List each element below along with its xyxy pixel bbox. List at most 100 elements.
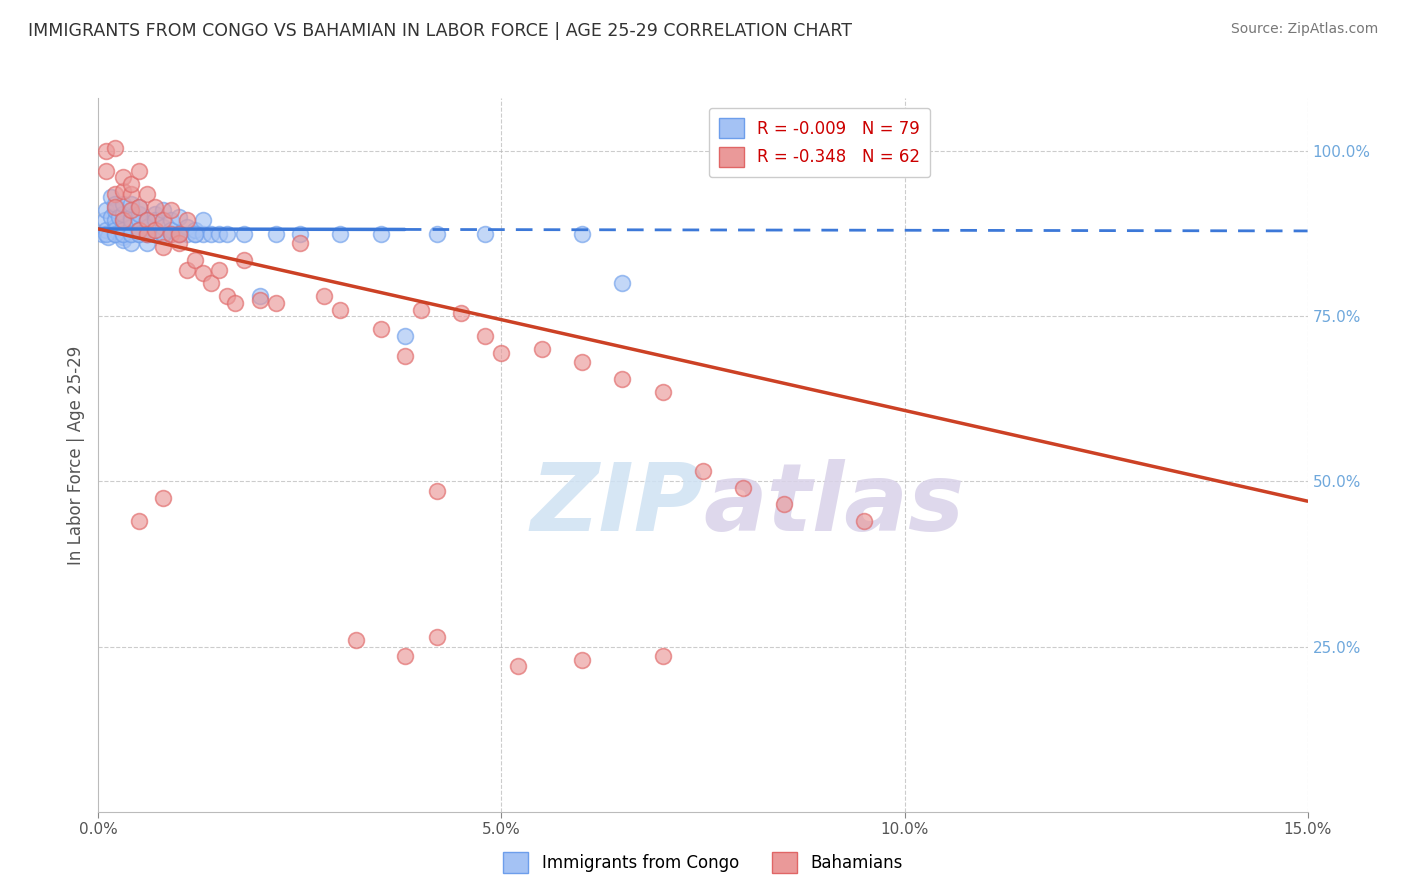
Point — [651, 385, 673, 400]
Point — [571, 653, 593, 667]
Point — [288, 236, 311, 251]
Point — [232, 252, 254, 267]
Y-axis label: In Labor Force | Age 25-29: In Labor Force | Age 25-29 — [67, 345, 86, 565]
Point — [128, 163, 150, 178]
Point — [692, 465, 714, 479]
Point — [111, 230, 134, 244]
Point — [143, 227, 166, 241]
Text: ZIP: ZIP — [530, 458, 703, 551]
Point — [120, 197, 142, 211]
Point — [193, 266, 215, 280]
Point — [120, 210, 142, 224]
Point — [491, 345, 513, 359]
Point — [111, 219, 134, 234]
Point — [612, 372, 634, 386]
Point — [314, 289, 336, 303]
Point — [111, 184, 134, 198]
Point — [167, 227, 190, 241]
Point — [111, 213, 134, 227]
Point — [160, 213, 183, 227]
Point — [152, 227, 174, 241]
Point — [103, 227, 125, 241]
Point — [264, 227, 287, 241]
Point — [128, 200, 150, 214]
Point — [426, 630, 449, 644]
Point — [103, 223, 125, 237]
Point — [184, 227, 207, 241]
Point — [103, 197, 125, 211]
Point — [103, 200, 125, 214]
Point — [143, 213, 166, 227]
Point — [394, 649, 416, 664]
Point — [103, 203, 125, 218]
Point — [474, 227, 496, 241]
Point — [120, 203, 142, 218]
Point — [135, 227, 157, 241]
Point — [160, 223, 183, 237]
Point — [135, 227, 157, 241]
Point — [111, 227, 134, 241]
Point — [103, 219, 125, 234]
Point — [91, 227, 114, 241]
Point — [370, 322, 392, 336]
Point — [193, 227, 215, 241]
Point — [111, 207, 134, 221]
Legend: Immigrants from Congo, Bahamians: Immigrants from Congo, Bahamians — [496, 846, 910, 880]
Point — [184, 223, 207, 237]
Text: Source: ZipAtlas.com: Source: ZipAtlas.com — [1230, 22, 1378, 37]
Point — [249, 289, 271, 303]
Point — [96, 227, 118, 241]
Point — [329, 302, 352, 317]
Point — [152, 213, 174, 227]
Point — [167, 227, 190, 241]
Point — [530, 342, 553, 356]
Point — [160, 227, 183, 241]
Point — [370, 227, 392, 241]
Point — [394, 329, 416, 343]
Text: IMMIGRANTS FROM CONGO VS BAHAMIAN IN LABOR FORCE | AGE 25-29 CORRELATION CHART: IMMIGRANTS FROM CONGO VS BAHAMIAN IN LAB… — [28, 22, 852, 40]
Point — [184, 252, 207, 267]
Point — [128, 514, 150, 528]
Point — [394, 349, 416, 363]
Point — [409, 302, 432, 317]
Point — [111, 170, 134, 185]
Point — [94, 213, 117, 227]
Point — [143, 223, 166, 237]
Point — [96, 223, 118, 237]
Point — [217, 289, 239, 303]
Point — [135, 186, 157, 201]
Point — [160, 203, 183, 218]
Point — [135, 236, 157, 251]
Point — [217, 227, 239, 241]
Point — [329, 227, 352, 241]
Point — [120, 213, 142, 227]
Point — [176, 219, 198, 234]
Point — [249, 293, 271, 307]
Point — [208, 227, 231, 241]
Point — [571, 227, 593, 241]
Point — [200, 227, 222, 241]
Point — [111, 197, 134, 211]
Point — [111, 227, 134, 241]
Point — [128, 213, 150, 227]
Point — [612, 276, 634, 290]
Point — [128, 227, 150, 241]
Point — [426, 484, 449, 499]
Point — [120, 186, 142, 201]
Point — [103, 227, 125, 241]
Point — [120, 219, 142, 234]
Point — [176, 227, 198, 241]
Point — [232, 227, 254, 241]
Point — [111, 213, 134, 227]
Point — [107, 210, 129, 224]
Point — [107, 227, 129, 241]
Point — [143, 200, 166, 214]
Point — [120, 227, 142, 241]
Point — [96, 144, 118, 158]
Point — [152, 203, 174, 218]
Point — [426, 227, 449, 241]
Text: atlas: atlas — [703, 458, 965, 551]
Point — [135, 219, 157, 234]
Point — [96, 203, 118, 218]
Point — [193, 213, 215, 227]
